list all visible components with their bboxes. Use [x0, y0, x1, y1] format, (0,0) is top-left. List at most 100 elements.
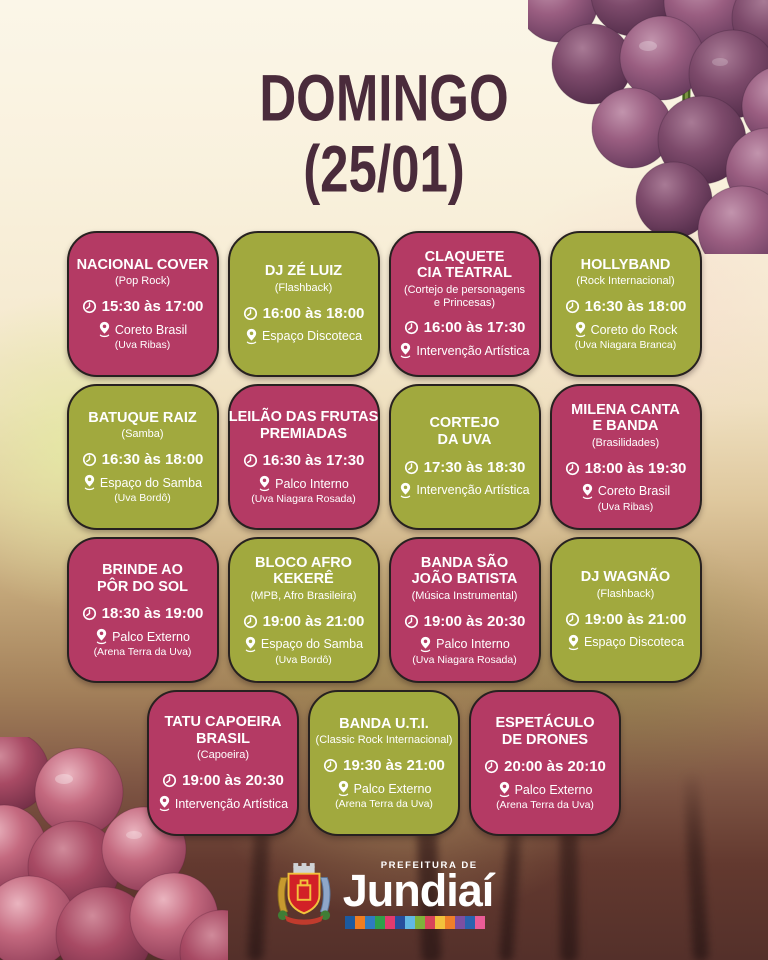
event-time: 16:30 às 17:30 [262, 452, 365, 470]
schedule-row: TATU CAPOEIRA BRASIL (Capoeira) 19:00 às… [147, 690, 621, 836]
event-venue-detail: (Uva Ribas) [597, 500, 654, 513]
clock-icon [404, 460, 419, 475]
clock-icon [82, 299, 97, 314]
event-location: Intervenção Artística [174, 796, 289, 811]
event-time-row: 16:30 às 17:30 [243, 452, 365, 470]
event-venue-detail: (Uva Bordô) [275, 653, 332, 666]
event-location-row: Palco Externo [337, 780, 431, 797]
pin-icon [98, 321, 111, 338]
event-card: BANDA U.T.I. (Classic Rock Internacional… [308, 690, 460, 836]
event-time-row: 16:30 às 18:00 [82, 451, 204, 469]
event-time: 17:30 às 18:30 [423, 458, 526, 476]
pin-icon [95, 628, 108, 645]
event-genre: (Música Instrumental) [411, 589, 518, 602]
event-venue-detail: (Uva Ribas) [114, 339, 171, 352]
page-title: DOMINGO (25/01) [0, 64, 768, 201]
event-location: Intervenção Artística [416, 483, 530, 498]
clock-icon [243, 614, 258, 629]
event-time-row: 19:00 às 20:30 [162, 772, 284, 789]
event-time: 19:00 às 21:00 [262, 612, 365, 630]
pin-icon [567, 634, 580, 651]
logo-wordmark: PREFEITURA DE Jundiaí [343, 860, 494, 929]
event-name: LEILÃO DAS FRUTAS PREMIADAS [228, 408, 379, 442]
clock-icon [82, 452, 97, 467]
event-time: 19:00 às 20:30 [182, 772, 284, 789]
event-name: BATUQUE RAIZ [88, 409, 197, 426]
event-location-row: Coreto Brasil [98, 321, 187, 338]
event-location-row: Espaço Discoteca [567, 634, 684, 651]
event-card: CORTEJO DA UVA 17:30 às 18:30 Intervençã… [388, 384, 541, 530]
event-card: LEILÃO DAS FRUTAS PREMIADAS 16:30 às 17:… [227, 384, 380, 530]
event-time-row: 20:00 às 20:10 [484, 758, 606, 775]
event-time-row: 19:30 às 21:00 [323, 757, 445, 774]
mosaic-tile [364, 915, 375, 929]
schedule-row: BRINDE AO PÔR DO SOL 18:30 às 19:00 Palc… [66, 537, 702, 683]
event-time-row: 18:30 às 19:00 [82, 605, 204, 623]
event-card: TATU CAPOEIRA BRASIL (Capoeira) 19:00 às… [147, 690, 299, 836]
logo-mosaic [344, 915, 485, 929]
event-time: 19:00 às 21:00 [584, 610, 687, 628]
event-name: CORTEJO DA UVA [429, 415, 500, 448]
event-card: NACIONAL COVER (Pop Rock) 15:30 às 17:00… [66, 231, 219, 377]
event-time: 16:30 às 18:00 [101, 451, 204, 469]
event-location: Espaço Discoteca [261, 329, 363, 344]
event-venue-detail: (Uva Niagara Branca) [574, 339, 677, 352]
event-time-row: 19:00 às 21:00 [243, 612, 365, 630]
mosaic-tile [394, 915, 405, 929]
event-card: BATUQUE RAIZ (Samba) 16:30 às 18:00 Espa… [66, 384, 219, 530]
pin-icon [419, 636, 432, 653]
mosaic-tile [434, 915, 445, 929]
event-location: Coreto Brasil [114, 322, 188, 337]
event-location: Palco Interno [275, 476, 349, 491]
event-genre: (Cortejo de personagens e Princesas) [403, 283, 526, 309]
clock-icon [484, 759, 499, 774]
mosaic-tile [444, 915, 455, 929]
clock-icon [404, 614, 419, 629]
pin-icon [581, 483, 594, 500]
event-time: 18:30 às 19:00 [101, 605, 204, 623]
clock-icon [404, 320, 419, 335]
event-time: 16:00 às 18:00 [262, 304, 365, 322]
event-time: 19:00 às 20:30 [423, 612, 526, 630]
event-location-row: Coreto do Rock [574, 321, 677, 338]
mosaic-tile [344, 915, 355, 929]
event-card: DJ ZÉ LUIZ (Flashback) 16:00 às 18:00 Es… [227, 231, 380, 377]
event-name: CLAQUETE CIA TEATRAL [416, 248, 513, 282]
event-location-row: Intervenção Artística [158, 795, 288, 812]
page-title-day: DOMINGO [259, 60, 509, 135]
event-time: 15:30 às 17:00 [101, 298, 204, 316]
mosaic-tile [384, 915, 395, 929]
event-genre: (Capoeira) [197, 749, 249, 762]
event-location-row: Espaço Discoteca [245, 328, 362, 345]
pin-icon [244, 636, 257, 653]
clock-icon [82, 606, 97, 621]
mosaic-tile [464, 915, 475, 929]
pin-icon [399, 342, 412, 359]
event-location: Coreto Brasil [597, 484, 671, 498]
event-location-row: Palco Externo [498, 781, 592, 798]
event-name: DJ ZÉ LUIZ [264, 263, 343, 280]
event-card: HOLLYBAND (Rock Internacional) 16:30 às … [549, 231, 702, 377]
event-name: BRINDE AO PÔR DO SOL [96, 561, 189, 595]
pin-icon [83, 474, 96, 491]
pin-icon [574, 321, 587, 338]
event-genre: (Brasilidades) [591, 436, 660, 449]
event-location: Espaço do Samba [260, 637, 364, 651]
event-time: 16:00 às 17:30 [423, 319, 526, 337]
event-location-row: Intervenção Artística [399, 342, 530, 359]
mosaic-tile [474, 915, 485, 929]
event-location-row: Espaço do Samba [244, 636, 363, 653]
city-hall-logo: PREFEITURA DE Jundiaí [0, 860, 768, 929]
event-name: MILENA CANTA E BANDA [571, 401, 680, 435]
event-location: Espaço Discoteca [583, 635, 685, 650]
event-time: 19:30 às 21:00 [343, 757, 445, 775]
event-name: DJ WAGNÃO [580, 569, 671, 586]
mosaic-tile [414, 915, 425, 929]
event-time: 18:00 às 19:30 [584, 459, 687, 477]
event-name: HOLLYBAND [580, 256, 671, 273]
event-card: BRINDE AO PÔR DO SOL 18:30 às 19:00 Palc… [66, 537, 219, 683]
mosaic-tile [374, 915, 385, 929]
event-genre: (Samba) [121, 428, 164, 441]
event-name: BLOCO AFRO KEKERÊ [255, 554, 352, 588]
